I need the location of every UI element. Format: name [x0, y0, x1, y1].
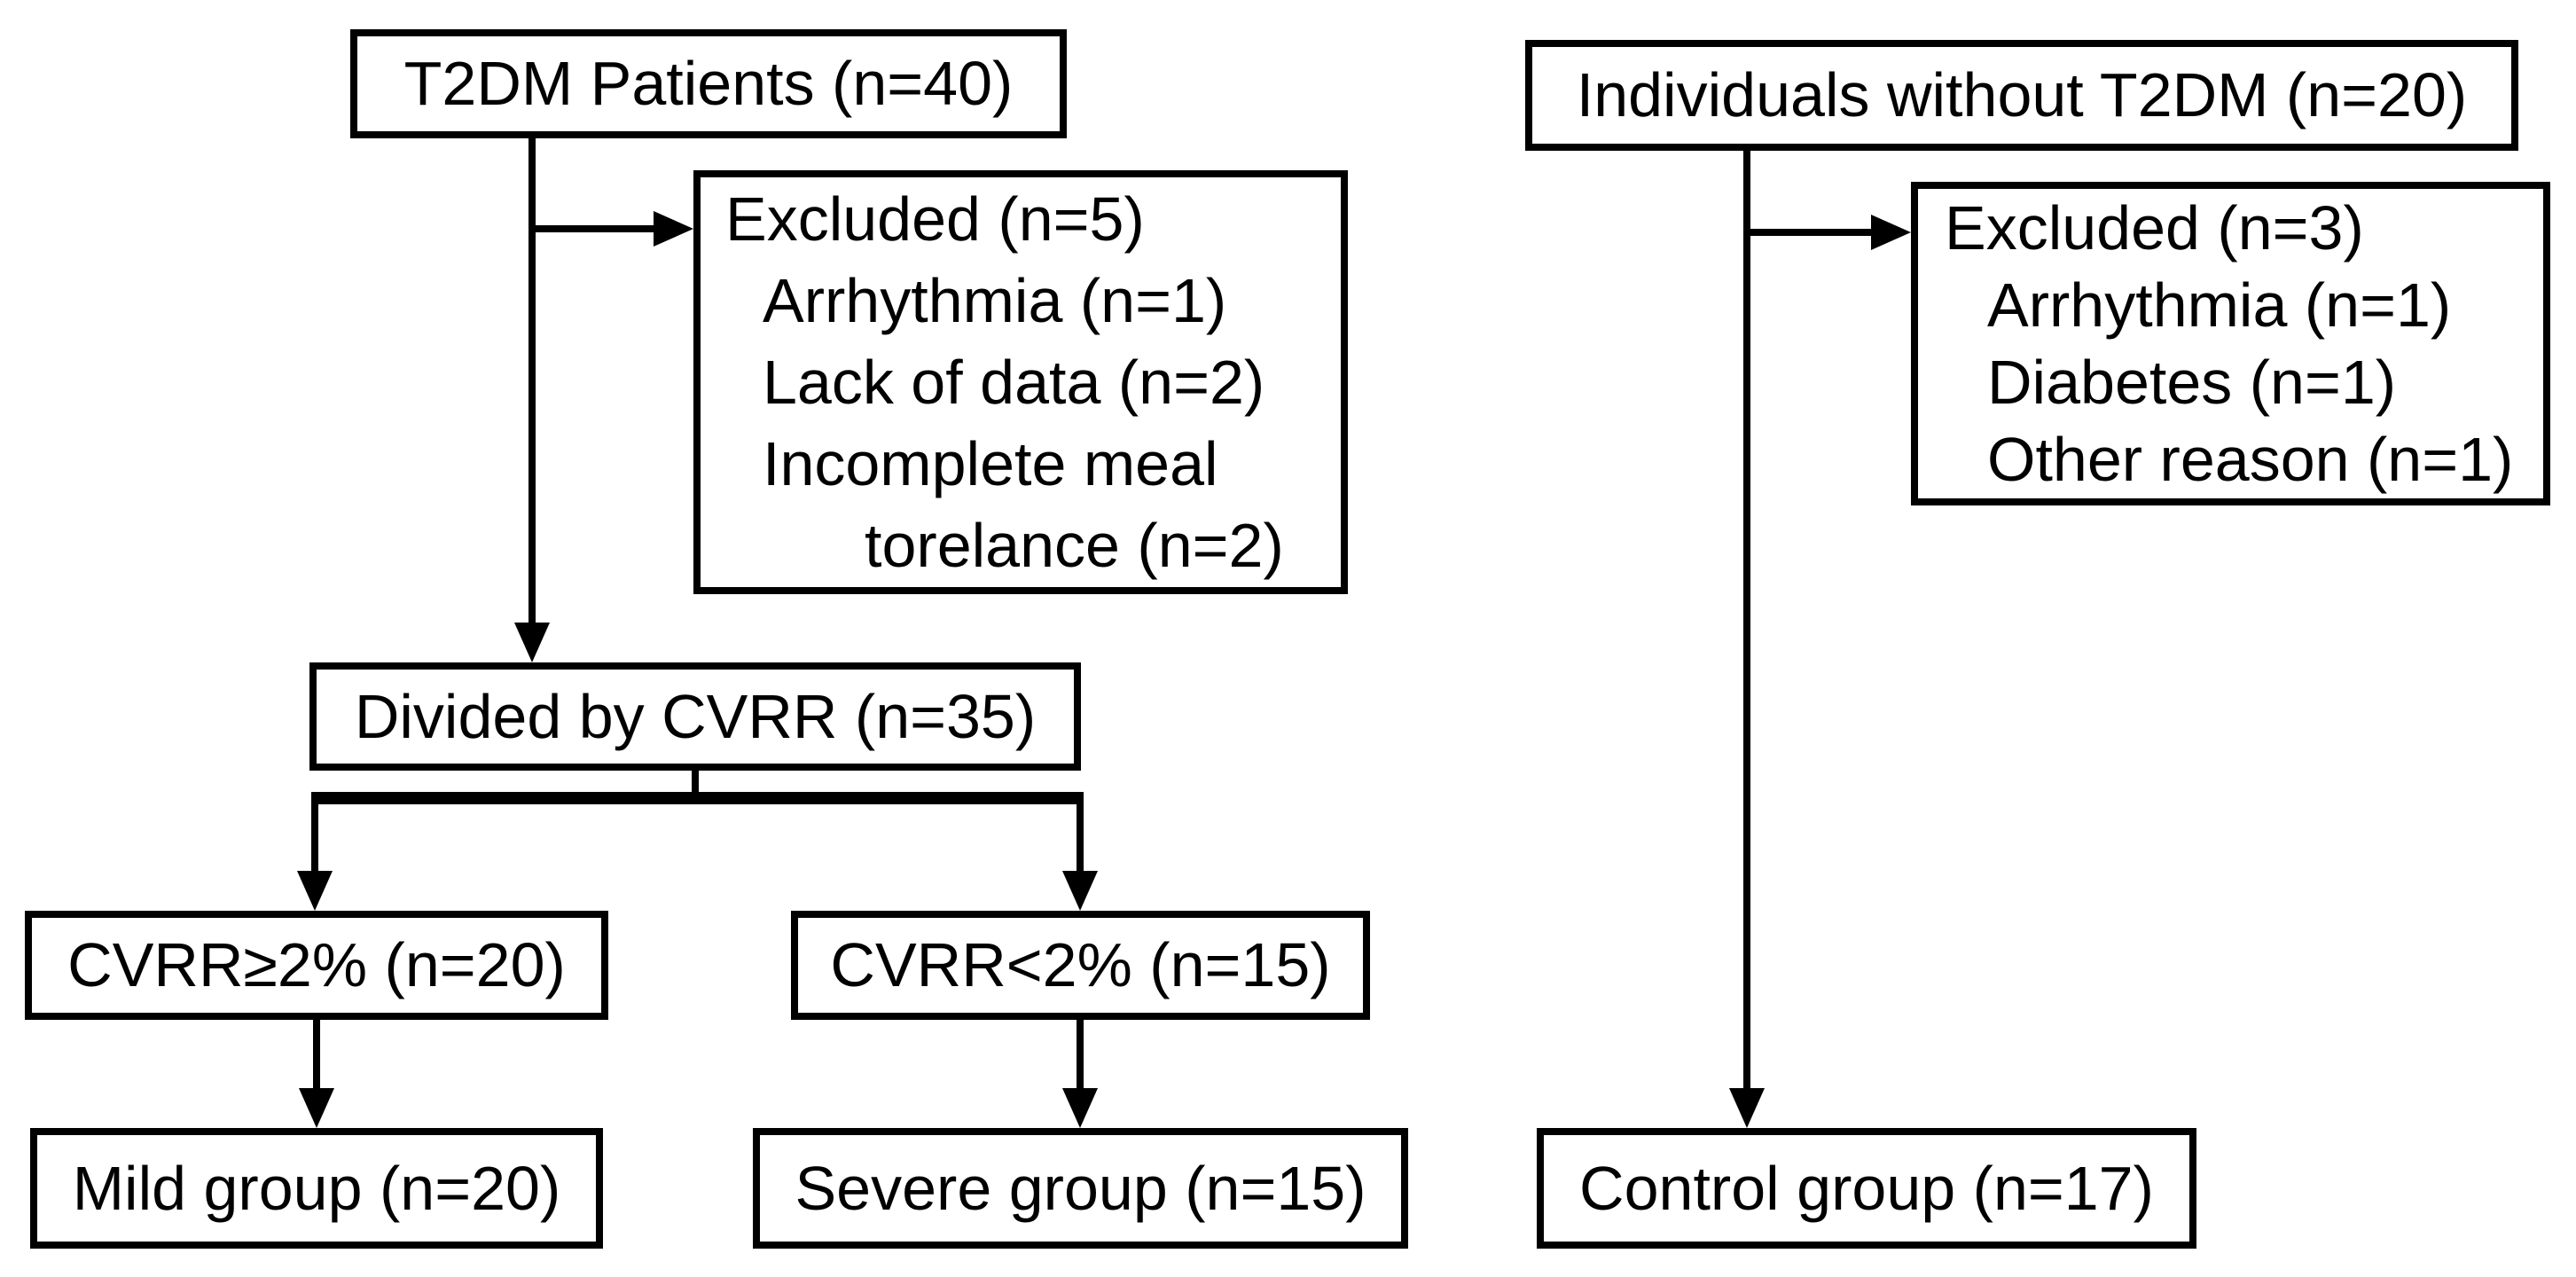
cvrr-lt-to-severe-line: [1077, 1020, 1084, 1088]
cvrr-lt-2-box: CVRR<2% (n=15): [791, 911, 1370, 1020]
excluded-left-line-1: Excluded (n=5): [725, 184, 1145, 254]
cvrr-lt-2-label: CVRR<2% (n=15): [830, 930, 1331, 999]
severe-group-label: Severe group (n=15): [795, 1153, 1366, 1223]
excluded-right-line-4: Other reason (n=1): [1987, 424, 2514, 494]
split-to-cvrr-ge-line: [311, 792, 318, 871]
excluded-right-box: Excluded (n=3) Arrhythmia (n=1) Diabetes…: [1911, 182, 2550, 505]
control-group-box: Control group (n=17): [1537, 1128, 2196, 1249]
excluded-right-line-2: Arrhythmia (n=1): [1987, 270, 2452, 340]
individuals-to-excluded-line: [1747, 229, 1871, 236]
control-group-label: Control group (n=17): [1579, 1153, 2154, 1223]
individuals-without-t2dm-box: Individuals without T2DM (n=20): [1525, 40, 2518, 151]
cvrr-ge-to-mild-line: [313, 1020, 320, 1088]
divided-to-split-line: [692, 771, 699, 804]
excluded-right-line-1: Excluded (n=3): [1945, 192, 2364, 262]
cvrr-lt-to-severe-arrowhead-icon: [1062, 1088, 1098, 1128]
excluded-right-line-3: Diabetes (n=1): [1987, 347, 2397, 417]
mild-group-label: Mild group (n=20): [72, 1153, 561, 1223]
t2dm-to-divided-arrowhead-icon: [514, 623, 550, 662]
t2dm-to-excluded-arrowhead-icon: [654, 211, 693, 247]
individuals-to-excluded-arrowhead-icon: [1871, 215, 1911, 250]
cvrr-ge-2-box: CVRR≥2% (n=20): [25, 911, 608, 1020]
split-bar-line: [311, 792, 1084, 804]
excluded-left-line-4: Incomplete meal: [763, 429, 1218, 498]
t2dm-patients-box: T2DM Patients (n=40): [350, 29, 1067, 138]
severe-group-box: Severe group (n=15): [753, 1128, 1408, 1249]
excluded-left-box: Excluded (n=5) Arrhythmia (n=1) Lack of …: [693, 170, 1348, 594]
split-to-cvrr-lt-line: [1077, 792, 1084, 871]
t2dm-to-divided-line: [529, 138, 536, 623]
t2dm-patients-label: T2DM Patients (n=40): [403, 49, 1014, 118]
split-to-cvrr-ge-arrowhead-icon: [297, 871, 333, 911]
individuals-to-control-line: [1743, 151, 1750, 1088]
t2dm-to-excluded-line: [532, 225, 654, 232]
divided-by-cvrr-box: Divided by CVRR (n=35): [309, 662, 1081, 771]
mild-group-box: Mild group (n=20): [30, 1128, 603, 1249]
divided-by-cvrr-label: Divided by CVRR (n=35): [354, 681, 1037, 751]
excluded-left-line-2: Arrhythmia (n=1): [763, 266, 1227, 335]
excluded-left-line-5: torelance (n=2): [865, 511, 1284, 580]
individuals-to-control-arrowhead-icon: [1729, 1088, 1765, 1128]
excluded-left-line-3: Lack of data (n=2): [763, 348, 1265, 417]
cvrr-ge-to-mild-arrowhead-icon: [299, 1088, 334, 1128]
split-to-cvrr-lt-arrowhead-icon: [1062, 871, 1098, 911]
individuals-without-t2dm-label: Individuals without T2DM (n=20): [1576, 60, 2468, 129]
cvrr-ge-2-label: CVRR≥2% (n=20): [67, 930, 566, 999]
